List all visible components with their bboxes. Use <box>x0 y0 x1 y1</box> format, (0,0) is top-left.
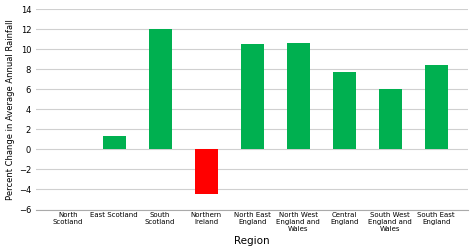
Y-axis label: Percent Change in Average Annual Rainfall: Percent Change in Average Annual Rainfal… <box>6 19 15 200</box>
Bar <box>241 44 264 149</box>
Bar <box>379 89 402 149</box>
Bar <box>287 43 310 149</box>
Bar <box>103 136 126 149</box>
Bar <box>425 65 448 149</box>
Bar <box>333 72 356 149</box>
X-axis label: Region: Region <box>234 236 270 246</box>
Bar <box>195 149 218 195</box>
Bar <box>149 29 172 149</box>
